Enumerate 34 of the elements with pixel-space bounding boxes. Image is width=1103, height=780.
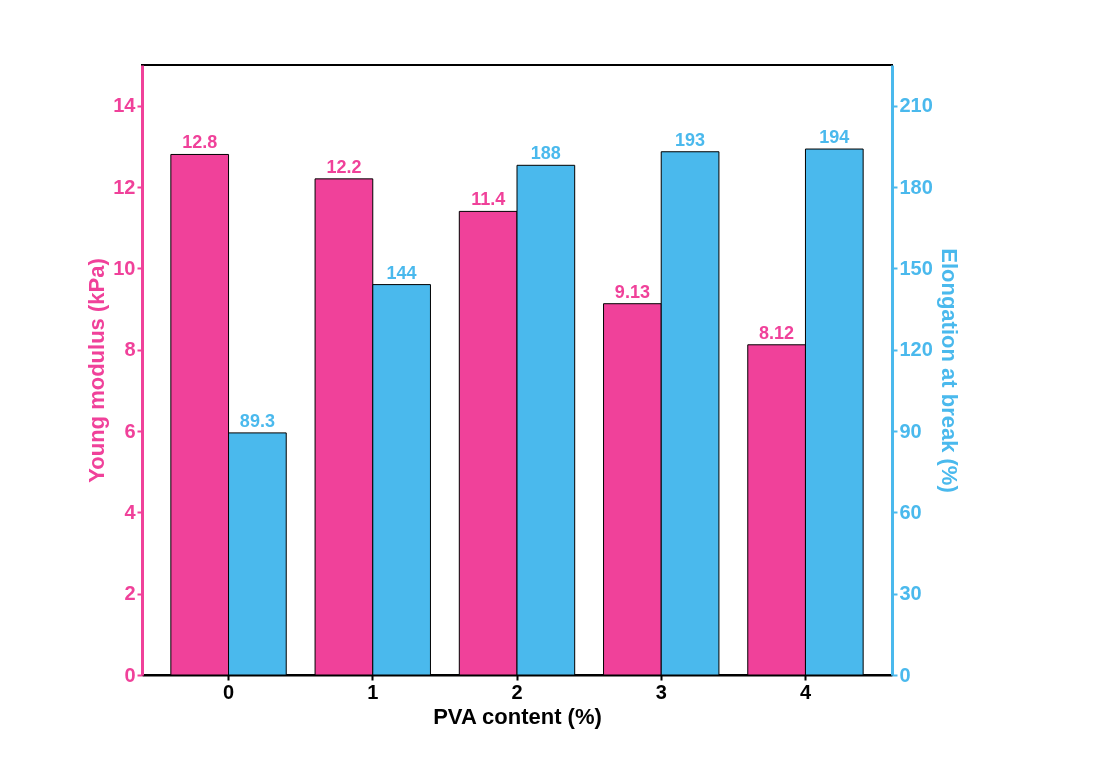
y-axis-title: Young modulus (kPa): [84, 258, 110, 483]
data-label: 11.4: [471, 189, 506, 210]
y2-tick-label: 150: [899, 256, 933, 279]
y-tick-label: 2: [124, 582, 136, 605]
y2-tick-label: 90: [899, 419, 922, 442]
y2-tick-label: 210: [899, 94, 933, 117]
y-tick-label: 10: [113, 256, 136, 279]
y-tick-label: 8: [124, 338, 136, 361]
data-label: 193: [675, 129, 706, 150]
x-tick-label: 2: [511, 680, 523, 703]
y2-axis-title: Elongation at break (%): [936, 248, 962, 493]
y2-tick-label: 0: [899, 663, 911, 686]
x-axis-title: PVA content (%): [433, 703, 602, 729]
data-label: 89.3: [239, 410, 275, 431]
y-tick-label: 6: [124, 419, 136, 442]
y-tick-label: 14: [113, 94, 137, 117]
data-label: 144: [386, 262, 417, 283]
data-label: 12.8: [182, 132, 218, 153]
x-tick-label: 4: [799, 680, 812, 703]
y2-tick-label: 60: [899, 500, 922, 523]
y2-tick-label: 180: [899, 175, 933, 198]
x-tick-label: 0: [222, 680, 235, 703]
data-label: 12.2: [326, 156, 362, 177]
y2-tick-label: 120: [899, 338, 933, 361]
x-tick-label: 1: [367, 680, 379, 703]
data-label: 194: [819, 127, 850, 148]
y-tick-label: 0: [124, 663, 136, 686]
y-tick-label: 4: [124, 500, 137, 523]
data-label: 188: [530, 143, 561, 164]
data-label: 8.12: [759, 322, 795, 343]
data-label: 9.13: [614, 281, 650, 302]
x-tick-label: 3: [655, 680, 667, 703]
y-tick-label: 12: [113, 175, 136, 198]
y2-tick-label: 30: [899, 582, 922, 605]
